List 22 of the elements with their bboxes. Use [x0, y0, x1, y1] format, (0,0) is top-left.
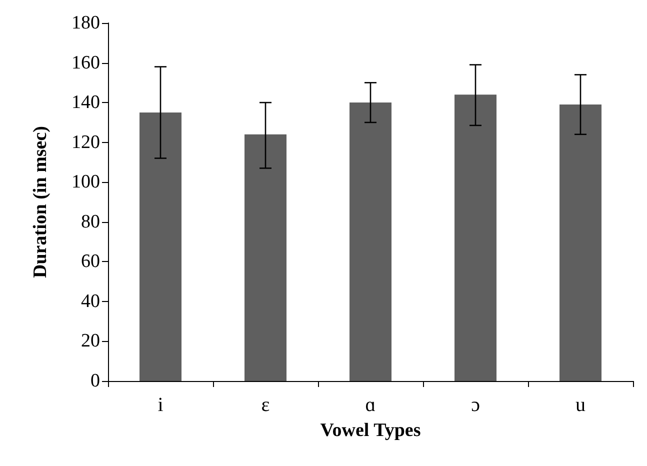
- y-tick-label: 20: [81, 330, 100, 352]
- y-tick-label: 120: [72, 132, 100, 153]
- bar: [140, 112, 182, 381]
- y-tick-label: 180: [72, 12, 100, 34]
- x-tick-label: ɛ: [261, 394, 270, 416]
- x-tick-label: ɑ: [365, 394, 376, 416]
- y-tick-label: 100: [72, 172, 100, 193]
- y-tick-label: 80: [81, 211, 100, 232]
- bar: [454, 94, 496, 381]
- bar: [244, 134, 286, 381]
- y-tick-label: 160: [72, 52, 100, 74]
- y-tick-label: 60: [81, 251, 100, 272]
- x-tick-label: i: [158, 394, 164, 416]
- y-tick-label: 0: [90, 370, 100, 392]
- y-axis-title: Duration (in msec): [30, 126, 51, 278]
- x-tick-label: u: [576, 394, 586, 416]
- y-tick-label: 140: [72, 92, 100, 114]
- y-tick-label: 40: [81, 290, 100, 312]
- x-tick-label: ɔ: [471, 394, 480, 416]
- bar: [560, 104, 602, 381]
- x-axis-title: Vowel Types: [320, 420, 421, 441]
- bar: [350, 102, 392, 381]
